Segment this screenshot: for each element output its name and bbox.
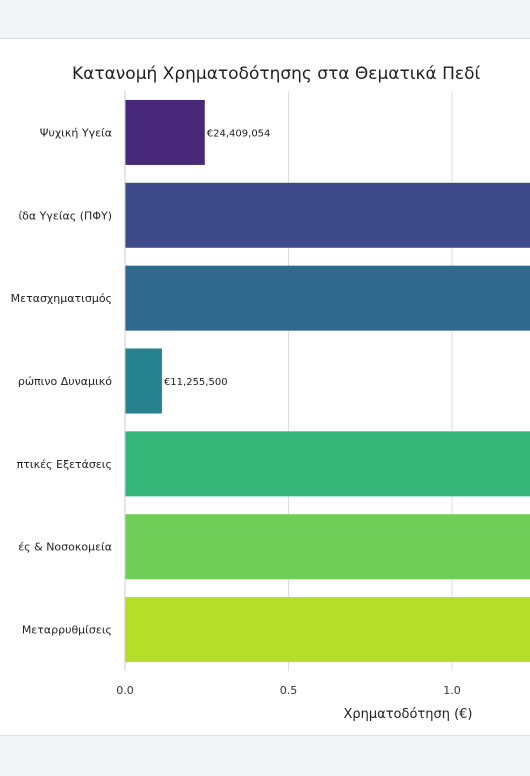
funding-bar-chart: Κατανομή Χρηματοδότησης στα Θεματικά Πεδ… [11, 64, 530, 722]
x-tick-label: 0.5 [280, 684, 298, 697]
chart-title: Κατανομή Χρηματοδότησης στα Θεματικά Πεδ… [72, 64, 480, 84]
category-label: Ψυχική Υγεία [40, 126, 112, 139]
category-label: Μεταρρυθμίσεις [22, 624, 112, 637]
bar [125, 348, 162, 414]
category-labels: Ψυχική Υγεία ίδα Υγείας (ΠΦΥ) Μετασχηματισ… [11, 126, 113, 636]
bar [125, 597, 530, 663]
category-label: ίδα Υγείας (ΠΦΥ) [18, 209, 112, 222]
data-label: €11,255,500 [164, 377, 228, 388]
bar [125, 514, 530, 580]
chart-panel: Κατανομή Χρηματοδότησης στα Θεματικά Πεδ… [0, 38, 530, 736]
x-tick-label: 1.0 [443, 684, 461, 697]
data-label: €24,409,054 [207, 128, 271, 139]
x-tick-labels: 0.0 0.5 1.0 [116, 684, 461, 697]
bar [125, 99, 205, 165]
category-label: πτικές Εξετάσεις [17, 458, 112, 471]
bar [125, 431, 530, 497]
x-axis-label: Χρηματοδότηση (€) [343, 707, 472, 722]
x-tick-label: 0.0 [116, 684, 134, 697]
category-label: ές & Νοσοκομεία [18, 541, 112, 554]
category-label: Μετασχηματισμός [11, 292, 112, 305]
bar [125, 182, 530, 248]
bar [125, 265, 530, 331]
bar-group [125, 99, 530, 663]
category-label: ρώπινο Δυναμικό [18, 375, 112, 388]
data-labels: €24,409,054 €11,255,500 [164, 128, 270, 388]
